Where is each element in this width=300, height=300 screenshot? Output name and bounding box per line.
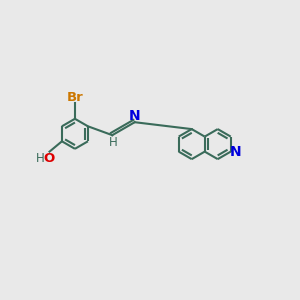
Text: Br: Br: [67, 91, 83, 104]
Text: N: N: [230, 145, 242, 159]
Text: O: O: [43, 152, 55, 165]
Text: H: H: [36, 152, 44, 165]
Text: N: N: [129, 109, 140, 123]
Text: H: H: [110, 136, 118, 149]
